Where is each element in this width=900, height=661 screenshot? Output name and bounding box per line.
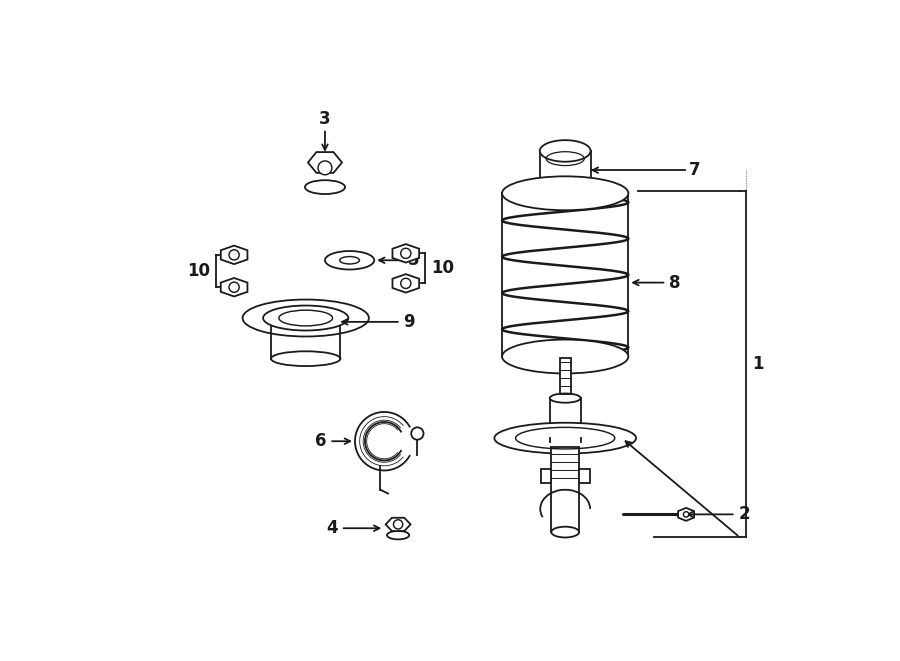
Text: 1: 1 [752, 355, 764, 373]
Text: 10: 10 [431, 259, 454, 278]
Circle shape [229, 282, 239, 292]
Circle shape [400, 278, 411, 288]
Ellipse shape [271, 351, 340, 366]
Text: 10: 10 [187, 262, 211, 280]
Polygon shape [220, 246, 248, 264]
Ellipse shape [305, 180, 345, 194]
Ellipse shape [550, 393, 580, 403]
Ellipse shape [243, 299, 369, 336]
Bar [560, 358, 571, 398]
Ellipse shape [552, 527, 579, 537]
Circle shape [318, 161, 332, 175]
Bar [541, 469, 552, 483]
Ellipse shape [494, 423, 636, 453]
Polygon shape [678, 508, 694, 521]
Ellipse shape [339, 256, 359, 264]
Ellipse shape [387, 531, 410, 539]
Text: 9: 9 [342, 313, 415, 331]
Polygon shape [220, 278, 248, 297]
Text: 2: 2 [688, 506, 750, 524]
Bar [579, 469, 590, 483]
Polygon shape [392, 244, 419, 262]
Text: 5: 5 [379, 251, 418, 269]
Ellipse shape [502, 340, 628, 373]
Ellipse shape [540, 140, 590, 162]
Circle shape [393, 520, 402, 529]
Text: 6: 6 [315, 432, 350, 450]
Text: 4: 4 [327, 520, 380, 537]
Bar [552, 447, 579, 532]
Text: 7: 7 [688, 161, 700, 179]
Text: 8: 8 [633, 274, 680, 292]
Bar [540, 151, 590, 191]
Ellipse shape [279, 310, 332, 326]
Bar [550, 398, 580, 438]
Polygon shape [308, 152, 342, 173]
Text: 3: 3 [320, 110, 331, 128]
Ellipse shape [263, 305, 348, 330]
Polygon shape [392, 274, 419, 293]
Ellipse shape [502, 176, 628, 210]
Circle shape [229, 250, 239, 260]
Circle shape [400, 249, 411, 258]
Ellipse shape [540, 186, 590, 196]
Circle shape [683, 512, 688, 517]
Polygon shape [385, 518, 410, 531]
Circle shape [411, 428, 424, 440]
Ellipse shape [325, 251, 374, 270]
